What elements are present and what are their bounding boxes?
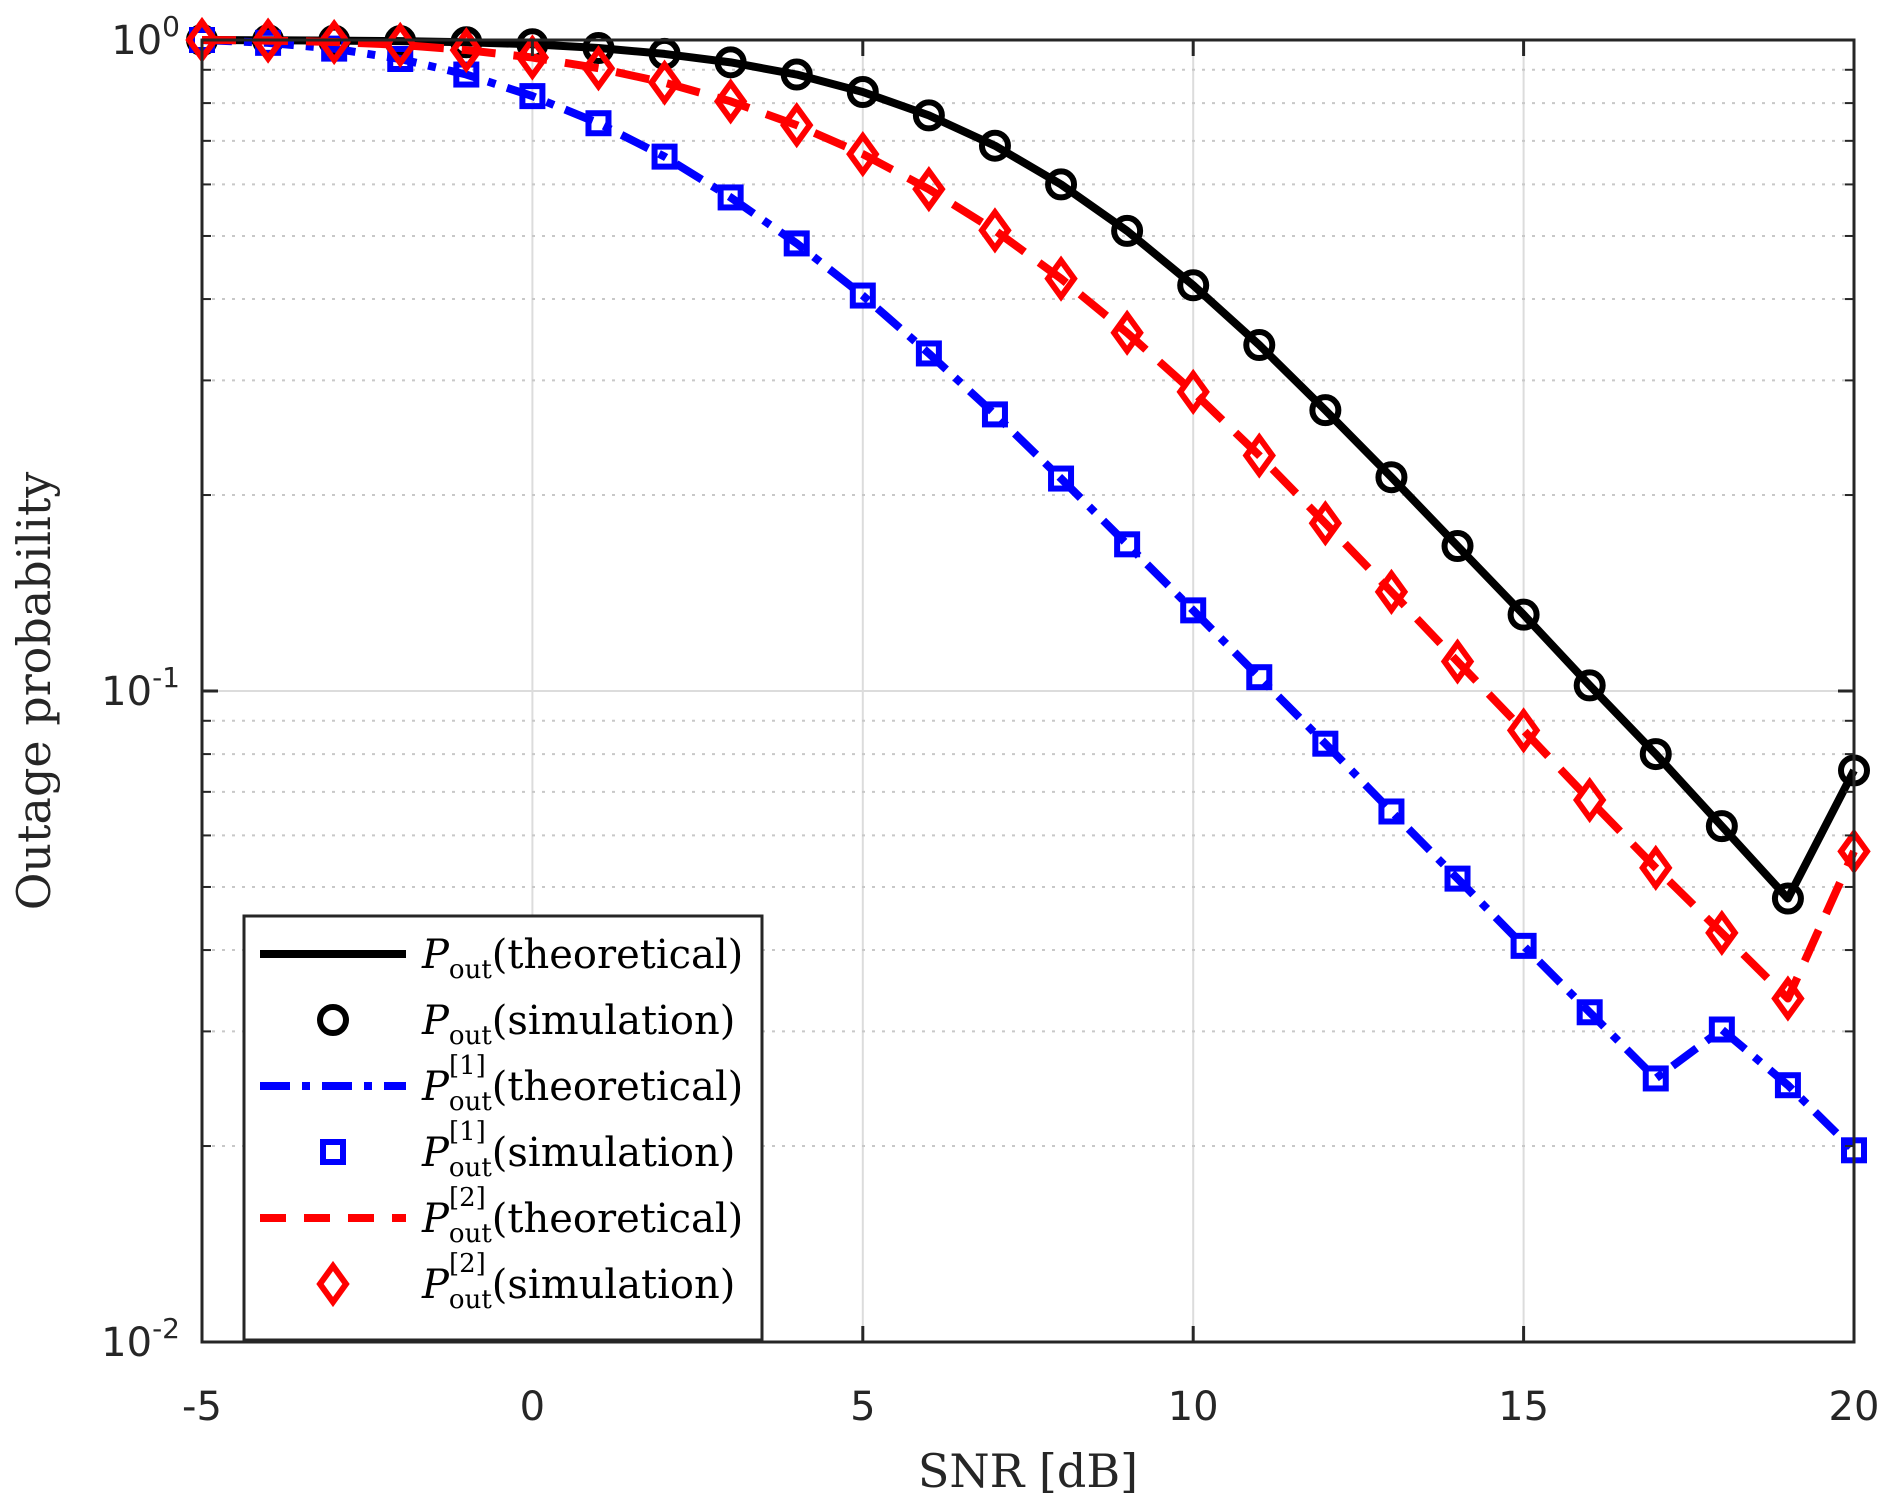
p-out-simulation-marker (1507, 598, 1540, 631)
p-out-2-simulation-marker (449, 26, 484, 74)
p-out-1-simulation-marker (1114, 531, 1141, 558)
p-out-2-simulation-marker (581, 45, 616, 92)
p-out-1-simulation-marker (1246, 664, 1273, 691)
legend-p-out-simulation-marker (317, 1004, 349, 1036)
p-out-1-simulation-marker (981, 401, 1008, 428)
x-tick-label: -5 (182, 1384, 222, 1430)
p-out-simulation-marker (714, 46, 747, 79)
p-out-2-simulation-marker (1308, 500, 1343, 547)
p-out-1-simulation-marker (1510, 932, 1537, 959)
tick-layer (200, 38, 1856, 1344)
legend-p-out-theoretical-label: Pout(theoretical) (421, 932, 743, 985)
p-out-simulation-marker (1441, 530, 1474, 563)
p-out-1-simulation-marker (1708, 1016, 1735, 1043)
p-out-2-simulation-marker (1242, 432, 1276, 479)
legend: Pout(theoretical) Pout(simulation) Pout(th… (242, 914, 764, 1342)
p-out-simulation-marker (1705, 810, 1738, 843)
p-out-1-simulation-marker (1642, 1065, 1669, 1092)
p-out-1-simulation-marker (1048, 465, 1075, 492)
p-out-2-simulation-marker (515, 34, 550, 81)
p-out-simulation-marker (978, 129, 1011, 162)
y-tick-label: 10-1 (101, 661, 180, 715)
p-out-simulation-marker (1639, 738, 1672, 771)
p-out-simulation-marker (780, 58, 813, 91)
y-axis-title: Outage probability (7, 472, 61, 911)
legend-p-out-simulation-label: Pout(simulation) (421, 998, 735, 1051)
legend-p-out-1-simulation-superscript: [1] (449, 1117, 486, 1147)
p-out-2-simulation-marker (251, 17, 285, 64)
p-out-2-simulation-marker (1044, 255, 1078, 302)
p-out-2-simulation-marker (912, 166, 946, 213)
p-out-2-simulation-marker (1705, 909, 1739, 957)
p-out-1-simulation-marker (849, 282, 876, 309)
p-out-2-simulation-marker (1572, 776, 1607, 824)
p-out-2-simulation-marker (1110, 309, 1144, 356)
legend-p-out-2-theoretical-label: Pout(theoretical) (421, 1196, 743, 1249)
p-out-simulation-marker (1375, 461, 1408, 494)
p-out-1-simulation-marker (651, 143, 678, 170)
p-out-1-theoretical-line (201, 36, 1857, 1154)
p-out-simulation-marker (1771, 882, 1804, 915)
x-tick-label: 15 (1498, 1384, 1549, 1430)
p-out-1-simulation-marker (585, 110, 612, 137)
p-out-2-simulation-marker (978, 207, 1012, 254)
legend-p-out-2-simulation-superscript: [2] (449, 1249, 486, 1279)
p-out-simulation-marker (1177, 269, 1210, 302)
x-tick-label: 5 (850, 1384, 875, 1430)
p-out-simulation-marker (1111, 214, 1144, 247)
p-out-simulation-marker (582, 32, 615, 65)
p-out-2-simulation-marker (713, 78, 748, 125)
legend-p-out-1-simulation-label: Pout(simulation) (421, 1130, 735, 1183)
x-tick-label: 10 (1168, 1384, 1219, 1430)
p-out-2-simulation-marker (780, 102, 814, 149)
p-out-1-simulation-marker (1774, 1072, 1801, 1099)
p-out-2-simulation-marker (1506, 707, 1541, 754)
p-out-1-simulation-marker (1378, 798, 1405, 825)
p-out-1-simulation-marker (915, 340, 942, 367)
p-out-2-simulation-marker (317, 18, 351, 66)
p-out-1-simulation-marker (1180, 597, 1207, 624)
legend-p-out-1-simulation-marker (320, 1139, 346, 1165)
p-out-2-simulation-marker (846, 130, 880, 178)
p-out-1-simulation-marker (519, 83, 546, 110)
p-out-1-simulation-marker (1576, 999, 1603, 1026)
p-out-simulation-marker (1045, 168, 1078, 201)
p-out-simulation-marker (1573, 669, 1606, 702)
legend-p-out-1-theoretical-superscript: [1] (449, 1051, 486, 1081)
p-out-2-simulation-marker (1440, 638, 1475, 685)
p-out-1-simulation-marker (783, 230, 810, 257)
legend-p-out-2-simulation-label: Pout(simulation) (421, 1262, 735, 1315)
p-out-1-simulation-marker (387, 46, 414, 73)
p-out-simulation-marker (1243, 329, 1276, 362)
p-out-2-simulation-marker (647, 59, 682, 106)
p-out-1-simulation-marker (1312, 730, 1339, 757)
p-out-2-simulation-marker (1771, 975, 1805, 1022)
p-out-1-simulation-marker (1444, 865, 1471, 892)
p-out-2-simulation-marker (1374, 568, 1409, 615)
y-tick-label: 10-2 (101, 1312, 180, 1366)
p-out-2-simulation-marker (1639, 844, 1673, 891)
x-tick-label: 0 (520, 1384, 545, 1430)
p-out-2-simulation-marker (1176, 368, 1210, 416)
p-out-simulation-marker (912, 99, 945, 132)
legend-p-out-2-theoretical-superscript: [2] (449, 1183, 486, 1213)
x-tick-label: 20 (1829, 1384, 1880, 1430)
legend-p-out-2-simulation-marker (316, 1260, 350, 1308)
p-out-1-simulation-marker (717, 184, 744, 211)
p-out-simulation-marker (1309, 394, 1342, 427)
x-axis-title: SNR [dB] (918, 1444, 1138, 1498)
p-out-simulation-marker (846, 75, 879, 108)
tick-label-layer: -5 0 5 10 15 20 100 10-1 10-2 (101, 10, 1879, 1430)
legend-p-out-1-theoretical-label: Pout(theoretical) (421, 1064, 743, 1117)
y-tick-label: 100 (111, 10, 180, 64)
